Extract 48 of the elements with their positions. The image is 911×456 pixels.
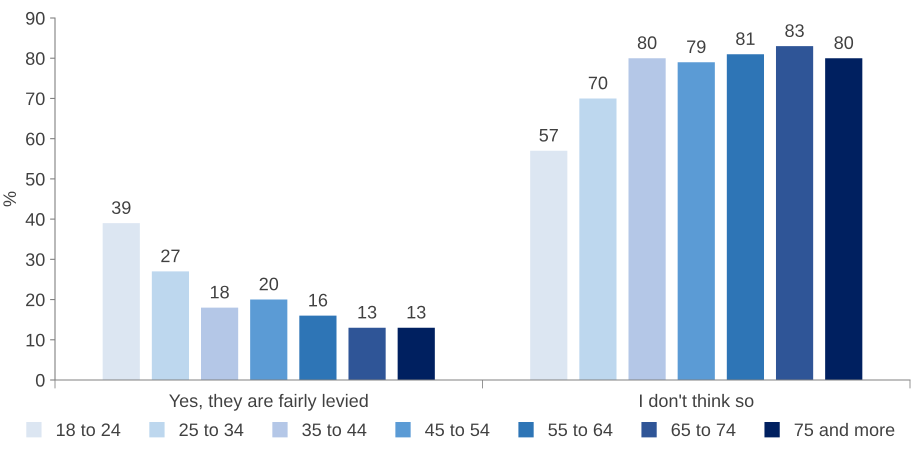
bar	[628, 58, 666, 380]
bar	[579, 98, 617, 380]
legend-label: 35 to 44	[302, 423, 366, 436]
y-tick-label: 0	[36, 374, 45, 387]
data-label: 70	[588, 76, 608, 90]
bar	[678, 62, 715, 380]
bar	[530, 150, 568, 380]
bar	[776, 46, 814, 380]
legend-label: 18 to 24	[56, 423, 120, 436]
legend-label: 75 and more	[794, 422, 894, 436]
legend-label: 45 to 54	[425, 424, 490, 436]
data-label: 83	[785, 24, 804, 38]
data-label: 39	[112, 201, 130, 214]
bar	[250, 300, 288, 380]
bar	[348, 328, 386, 380]
data-label: 80	[834, 36, 854, 50]
y-tick-label: 90	[26, 12, 45, 25]
data-label: 13	[358, 306, 376, 319]
bar	[299, 316, 337, 380]
data-label: 27	[161, 249, 180, 262]
x-tick-label: Yes, they are fairly levied	[169, 394, 368, 411]
data-label: 57	[539, 129, 558, 142]
y-tick-label: 50	[26, 172, 45, 186]
legend-label: 65 to 74	[672, 423, 736, 436]
bar	[398, 328, 435, 380]
bar	[825, 58, 862, 380]
bar	[152, 271, 190, 380]
data-label: 16	[309, 294, 328, 307]
bar	[726, 54, 764, 380]
data-label: 80	[638, 36, 656, 50]
data-label: 79	[687, 40, 706, 54]
y-tick-label: 60	[26, 132, 45, 146]
legend-label: 25 to 34	[180, 423, 244, 436]
legend-label: 55 to 64	[548, 423, 612, 436]
data-label: 20	[260, 278, 278, 290]
y-axis-title: %	[3, 192, 16, 206]
bar	[200, 308, 238, 380]
x-tick-label: I don't think so	[640, 394, 754, 408]
data-label: 13	[408, 306, 426, 319]
data-label: 81	[736, 32, 755, 46]
y-tick-label: 10	[26, 334, 45, 346]
y-tick-label: 20	[26, 293, 45, 306]
y-tick-label: 40	[26, 213, 45, 226]
y-tick-label: 80	[26, 52, 45, 65]
y-tick-label: 70	[26, 92, 45, 106]
y-tick-label: 30	[26, 253, 45, 266]
data-label: 18	[210, 286, 229, 298]
bar	[102, 223, 140, 380]
